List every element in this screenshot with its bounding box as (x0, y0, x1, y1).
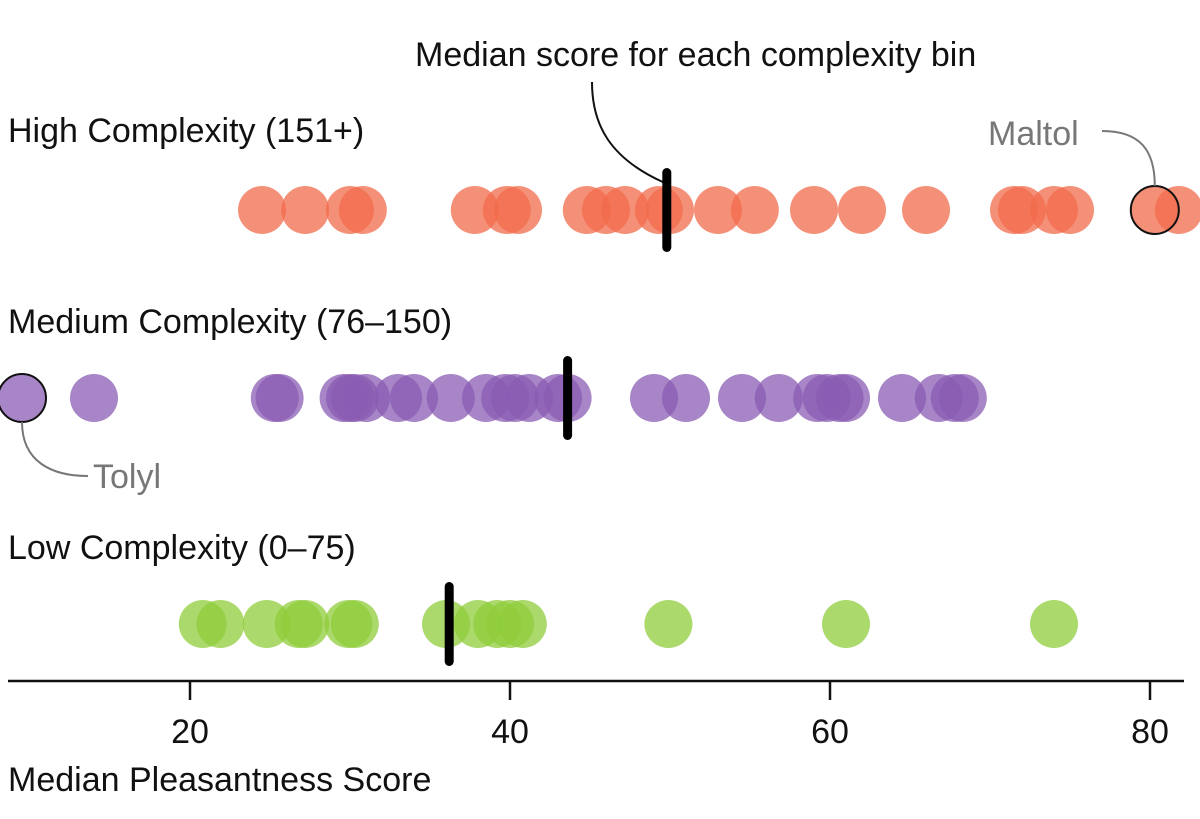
dot-low-4 (281, 600, 330, 648)
dot-high-15 (838, 186, 886, 234)
row-label-high: High Complexity (151+) (8, 112, 364, 150)
dot-medium-3 (255, 374, 304, 422)
dot-medium-9 (390, 374, 438, 422)
x-tick-label-60: 60 (811, 713, 849, 751)
dot-low-1 (196, 600, 245, 648)
dot-low-12 (644, 600, 693, 648)
dot-medium-24 (822, 374, 870, 422)
callouts: Maltol Tolyl (21, 115, 1156, 496)
dot-medium-25 (878, 374, 926, 422)
dot-high-16 (902, 186, 950, 234)
maltol-leader (1101, 130, 1156, 187)
dot-low-6 (330, 600, 379, 648)
dot-high-0 (238, 186, 286, 234)
dot-high-12 (694, 186, 742, 234)
row-label-medium: Medium Complexity (76–150) (8, 303, 452, 341)
dot-low-11 (498, 600, 547, 648)
maltol-label: Maltol (988, 115, 1079, 153)
dot-medium-1 (70, 374, 118, 422)
dot-high-20 (1046, 186, 1094, 234)
x-tick-label-80: 80 (1131, 713, 1169, 751)
dot-high-14 (790, 186, 838, 234)
dot-medium-18 (662, 374, 710, 422)
tolyl-label: Tolyl (93, 458, 161, 496)
dot-medium-20 (754, 374, 803, 422)
median-annotation-leader (591, 81, 664, 183)
dot-low-14 (1030, 600, 1078, 648)
tolyl-leader (21, 421, 89, 477)
median-marker-medium (563, 356, 573, 440)
dot-medium-10 (426, 374, 475, 422)
x-axis-title: Median Pleasantness Score (8, 761, 431, 799)
median-marker-high (662, 168, 672, 252)
median-marker-low (444, 582, 454, 666)
x-tick-label-20: 20 (171, 713, 209, 751)
x-tick-label-40: 40 (491, 713, 529, 751)
dot-medium-0 (0, 374, 46, 422)
row-label-low: Low Complexity (0–75) (8, 529, 356, 567)
row-high-dots (238, 168, 1200, 252)
dot-medium-19 (718, 374, 766, 422)
dot-high-1 (281, 186, 330, 234)
dot-high-13 (730, 186, 779, 234)
x-axis-ticks: 20 40 60 80 (171, 681, 1169, 751)
dot-low-13 (822, 600, 870, 648)
row-low-dots (178, 582, 1078, 666)
median-annotation-label: Median score for each complexity bin (415, 36, 976, 74)
dot-high-9 (601, 186, 650, 234)
dot-high-6 (494, 186, 542, 234)
dot-high-22 (1154, 186, 1200, 234)
dot-medium-28 (938, 374, 987, 422)
dot-high-3 (338, 186, 387, 234)
row-medium-dots (0, 356, 987, 440)
